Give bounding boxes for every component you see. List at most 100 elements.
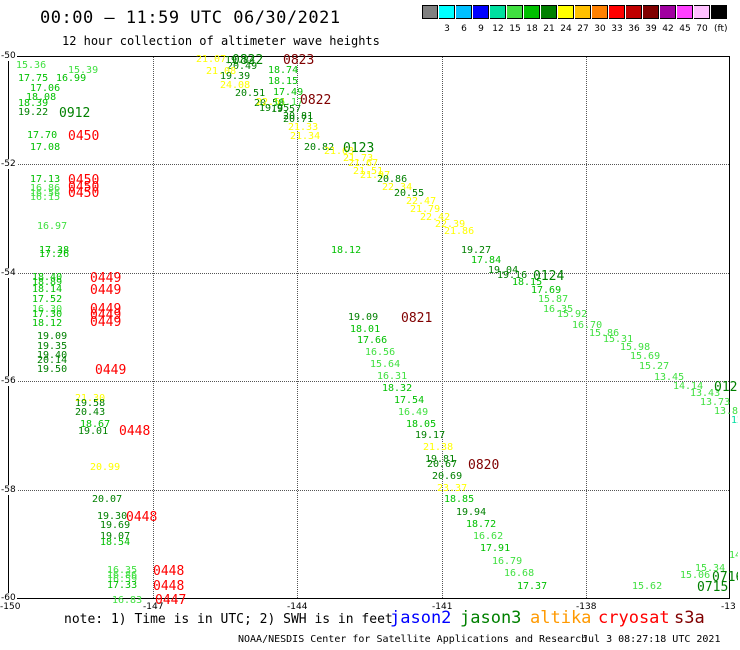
- satellite-legend-entry: altika: [530, 608, 592, 628]
- color-scale-swatch: [524, 5, 540, 19]
- wave-height-value: 16.30: [32, 304, 63, 315]
- wave-height-value: 23.37: [437, 483, 468, 494]
- pass-time-label: 0124: [533, 269, 565, 284]
- wave-height-value: 20.71: [283, 114, 314, 125]
- wave-height-value: 19.39: [220, 71, 251, 82]
- wave-height-value: 16.99: [56, 73, 87, 84]
- wave-height-value: 22.39: [435, 219, 466, 230]
- pass-time-label: 0912: [59, 106, 91, 121]
- wave-height-value: 17.84: [471, 255, 502, 266]
- generated-date: Jul 3 08:27:18 UTC 2021: [582, 634, 721, 645]
- wave-height-value: 16.70: [572, 320, 603, 331]
- longitude-label: -150: [0, 602, 21, 612]
- wave-height-value: 20.51: [235, 88, 266, 99]
- wave-height-value: 20.58: [254, 98, 285, 109]
- wave-height-value: 19.09: [37, 331, 68, 342]
- wave-height-value: 17.52: [32, 294, 63, 305]
- wave-height-value: 16.62: [473, 531, 504, 542]
- pass-time-label: 0450: [68, 180, 100, 195]
- wave-height-value: 13.87: [714, 407, 738, 417]
- color-scale-swatch: [456, 5, 472, 19]
- wave-height-value: 16.35: [543, 304, 574, 315]
- color-scale-swatch: [473, 5, 489, 19]
- satellite-legend-entry: s3a: [674, 608, 705, 628]
- latitude-label: -52: [0, 159, 17, 169]
- wave-height-value: 19.01: [78, 426, 109, 437]
- wave-height-value: 22.34: [382, 182, 413, 193]
- wave-height-value: 16.83: [112, 595, 143, 606]
- pass-time-label: 0123: [343, 141, 375, 156]
- wave-height-value: 22.51: [256, 97, 287, 108]
- wave-height-value: 19.95: [259, 103, 290, 114]
- color-scale-label: 6: [461, 24, 467, 34]
- pass-time-label: 0448: [126, 510, 158, 525]
- wave-height-value: 16.56: [30, 188, 61, 199]
- wave-height-value: 15.86: [589, 328, 620, 339]
- wave-height-value: 17.49: [273, 87, 304, 98]
- color-scale-label: 36: [628, 24, 640, 34]
- latitude-label: -58: [0, 485, 17, 495]
- wave-height-value: 20.81: [283, 111, 314, 122]
- wave-height-value: 20.55: [394, 188, 425, 199]
- wave-height-value: 17.91: [480, 543, 511, 554]
- color-scale-swatch: [643, 5, 659, 19]
- wave-height-value: 19.17: [415, 430, 446, 441]
- wave-height-value: 13.43: [690, 388, 721, 399]
- pass-time-label: 0450: [68, 173, 100, 188]
- wave-height-value: 18.40: [32, 272, 63, 283]
- pass-time-label: 0449: [90, 271, 122, 286]
- wave-height-value: 20.49: [227, 61, 258, 72]
- longitude-label: -138: [576, 602, 597, 612]
- longitude-label: -147: [143, 602, 164, 612]
- wave-height-value: 16.56: [365, 347, 396, 358]
- wave-height-value: 21.30: [75, 393, 106, 404]
- latitude-label: -54: [0, 268, 17, 278]
- wave-height-value: 20.67: [427, 459, 458, 470]
- wave-height-value: 15.34: [695, 563, 726, 574]
- wave-height-value: 19.58: [75, 398, 106, 409]
- wave-height-value: 16.17: [273, 97, 304, 108]
- pass-time-label: 0449: [95, 363, 127, 378]
- color-scale-label: 9: [478, 24, 484, 34]
- wave-height-value: 15.87: [538, 294, 569, 305]
- wave-height-value: 16.49: [398, 407, 429, 418]
- wave-height-value: 18.67: [80, 419, 111, 430]
- wave-height-value: 18.39: [18, 98, 49, 109]
- wave-height-value: 18.89: [32, 277, 63, 288]
- wave-height-value: 20.86: [377, 174, 408, 185]
- wave-height-value: 13.73: [700, 397, 731, 408]
- color-scale-swatch: [711, 5, 727, 19]
- wave-height-value: 16.35: [107, 565, 138, 576]
- wave-height-value: 18.85: [444, 494, 475, 505]
- wave-height-value: 15.69: [630, 351, 661, 362]
- wave-height-value: 21.86: [444, 226, 475, 237]
- wave-height-value: 19.27: [461, 245, 492, 256]
- wave-height-value: 18.15: [268, 76, 299, 87]
- wave-height-value: 16.15: [30, 192, 61, 203]
- wave-height-value: 15.06: [680, 570, 711, 581]
- map-frame: [8, 56, 730, 599]
- latitude-label: -56: [0, 376, 17, 386]
- pass-time-label: 0821: [401, 311, 433, 326]
- wave-height-value: 17.33: [107, 580, 138, 591]
- wave-height-value: 13.45: [654, 372, 685, 383]
- color-scale-swatch: [694, 5, 710, 19]
- wave-height-value: 21.63: [324, 146, 355, 157]
- pass-time-label: 0448: [119, 424, 151, 439]
- wave-height-value: 24.08: [220, 80, 251, 91]
- color-scale-swatch: [507, 5, 523, 19]
- longitude-gridline: [153, 57, 154, 598]
- longitude-label: -13: [721, 602, 736, 612]
- wave-height-value: 21.73: [343, 153, 374, 164]
- wave-height-value: 16.68: [504, 568, 535, 579]
- color-scale-swatch: [541, 5, 557, 19]
- color-scale-label: 30: [594, 24, 606, 34]
- wave-height-value: 18.12: [331, 245, 362, 256]
- pass-time-label: 0715: [697, 580, 729, 595]
- color-scale-swatch: [592, 5, 608, 19]
- longitude-label: -141: [432, 602, 453, 612]
- wave-height-value: 17.69: [531, 285, 562, 296]
- wave-height-value: 16.31: [377, 371, 408, 382]
- pass-time-label: 0448: [153, 564, 185, 579]
